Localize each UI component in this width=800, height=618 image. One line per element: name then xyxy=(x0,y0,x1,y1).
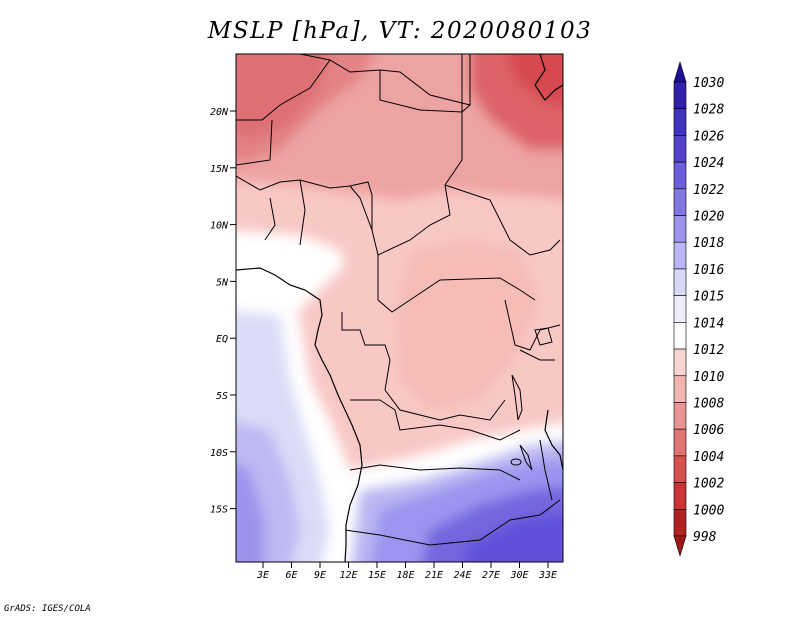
colorbar-box xyxy=(673,108,687,136)
colorbar-box xyxy=(673,508,687,537)
colorbar-bottom-triangle xyxy=(673,535,687,558)
colorbar-box xyxy=(673,135,687,163)
colorbar-label: 1016 xyxy=(693,263,724,278)
atlantic-coastline xyxy=(236,267,363,562)
colorbar-label: 1015 xyxy=(693,290,724,305)
colorbar-label: 1024 xyxy=(693,156,724,171)
lon-tick-label: 27E xyxy=(482,570,500,581)
latitude-axis: 20N 15N 10N 5N EQ 5S 10S 15S xyxy=(210,107,236,516)
field-region-1024 xyxy=(463,515,563,562)
lat-tick-label: EQ xyxy=(216,334,228,345)
colorbar-label: 998 xyxy=(693,530,717,545)
colorbar-label: 1012 xyxy=(693,343,724,358)
colorbar-box xyxy=(673,455,687,483)
colorbar-label: 1020 xyxy=(693,210,724,225)
colorbar-label: 1014 xyxy=(693,316,724,331)
lat-tick-label: 15S xyxy=(210,505,228,516)
grads-credit: GrADS: IGES/COLA xyxy=(4,604,91,614)
colorbar-box xyxy=(673,268,687,296)
colorbar-label: 1010 xyxy=(693,370,724,385)
colorbar-label: 1008 xyxy=(693,396,724,411)
colorbar-label: 1022 xyxy=(693,183,724,198)
lat-tick-label: 10S xyxy=(210,448,228,459)
lon-tick-label: 18E xyxy=(396,570,414,581)
colorbar-box xyxy=(673,215,687,243)
chart-title: MSLP [hPa], VT: 2020080103 xyxy=(207,18,593,44)
lat-tick-label: 5N xyxy=(216,277,229,288)
colorbar-box xyxy=(673,482,687,510)
map-frame xyxy=(235,53,564,563)
lon-tick-label: 21E xyxy=(425,570,443,581)
colorbar-box xyxy=(673,375,687,403)
colorbar-top-triangle xyxy=(673,60,687,83)
colorbar-label: 1030 xyxy=(693,76,724,91)
lon-tick-label: 9E xyxy=(314,570,326,581)
field-region-1010-congo xyxy=(395,240,540,410)
lat-tick-label: 20N xyxy=(210,107,229,118)
colorbar-box xyxy=(673,322,687,350)
field-region-nw-1006 xyxy=(236,54,375,165)
field-region-1020-west xyxy=(236,464,265,562)
colorbar-box xyxy=(673,241,687,270)
colorbar: 1030 1028 1026 1024 1022 1020 1018 1016 1015 1014… xyxy=(673,60,724,558)
colorbar-label: 1000 xyxy=(693,503,724,518)
indian-ocean-coastline xyxy=(544,409,563,471)
colorbar-box xyxy=(673,295,687,323)
colorbar-box xyxy=(673,188,687,216)
lat-tick-label: 5S xyxy=(216,391,228,402)
colorbar-label: 1018 xyxy=(693,236,724,251)
lon-tick-label: 24E xyxy=(453,570,471,581)
colorbar-label: 1028 xyxy=(693,103,724,118)
lon-tick-label: 6E xyxy=(285,570,297,581)
longitude-axis: 3E 6E 9E 12E 15E 18E 21E 24E 27E 30E 33E xyxy=(256,562,557,581)
lake-tanganyika xyxy=(511,374,523,421)
colorbar-box xyxy=(673,81,687,110)
lon-tick-label: 3E xyxy=(256,570,269,581)
lat-tick-label: 15N xyxy=(210,164,229,175)
colorbar-box xyxy=(673,348,687,377)
red-sea-coastline xyxy=(534,54,563,101)
colorbar-box xyxy=(673,428,687,457)
field-region-ne-low xyxy=(507,54,563,107)
lon-tick-label: 15E xyxy=(368,570,386,581)
country-borders xyxy=(236,54,561,546)
lat-tick-label: 10N xyxy=(210,221,229,232)
lon-tick-label: 30E xyxy=(509,570,528,581)
colorbar-label: 1006 xyxy=(693,423,724,438)
lake-victoria xyxy=(534,327,553,346)
lon-tick-label: 33E xyxy=(538,570,557,581)
lake-kariba xyxy=(510,458,522,466)
colorbar-box xyxy=(673,402,687,430)
lake-malawi xyxy=(519,444,533,471)
lon-tick-label: 12E xyxy=(339,570,357,581)
pressure-field xyxy=(236,54,563,562)
colorbar-label: 1004 xyxy=(693,450,724,465)
colorbar-label: 1002 xyxy=(693,477,724,492)
colorbar-label: 1026 xyxy=(693,129,724,144)
colorbar-box xyxy=(673,161,687,190)
